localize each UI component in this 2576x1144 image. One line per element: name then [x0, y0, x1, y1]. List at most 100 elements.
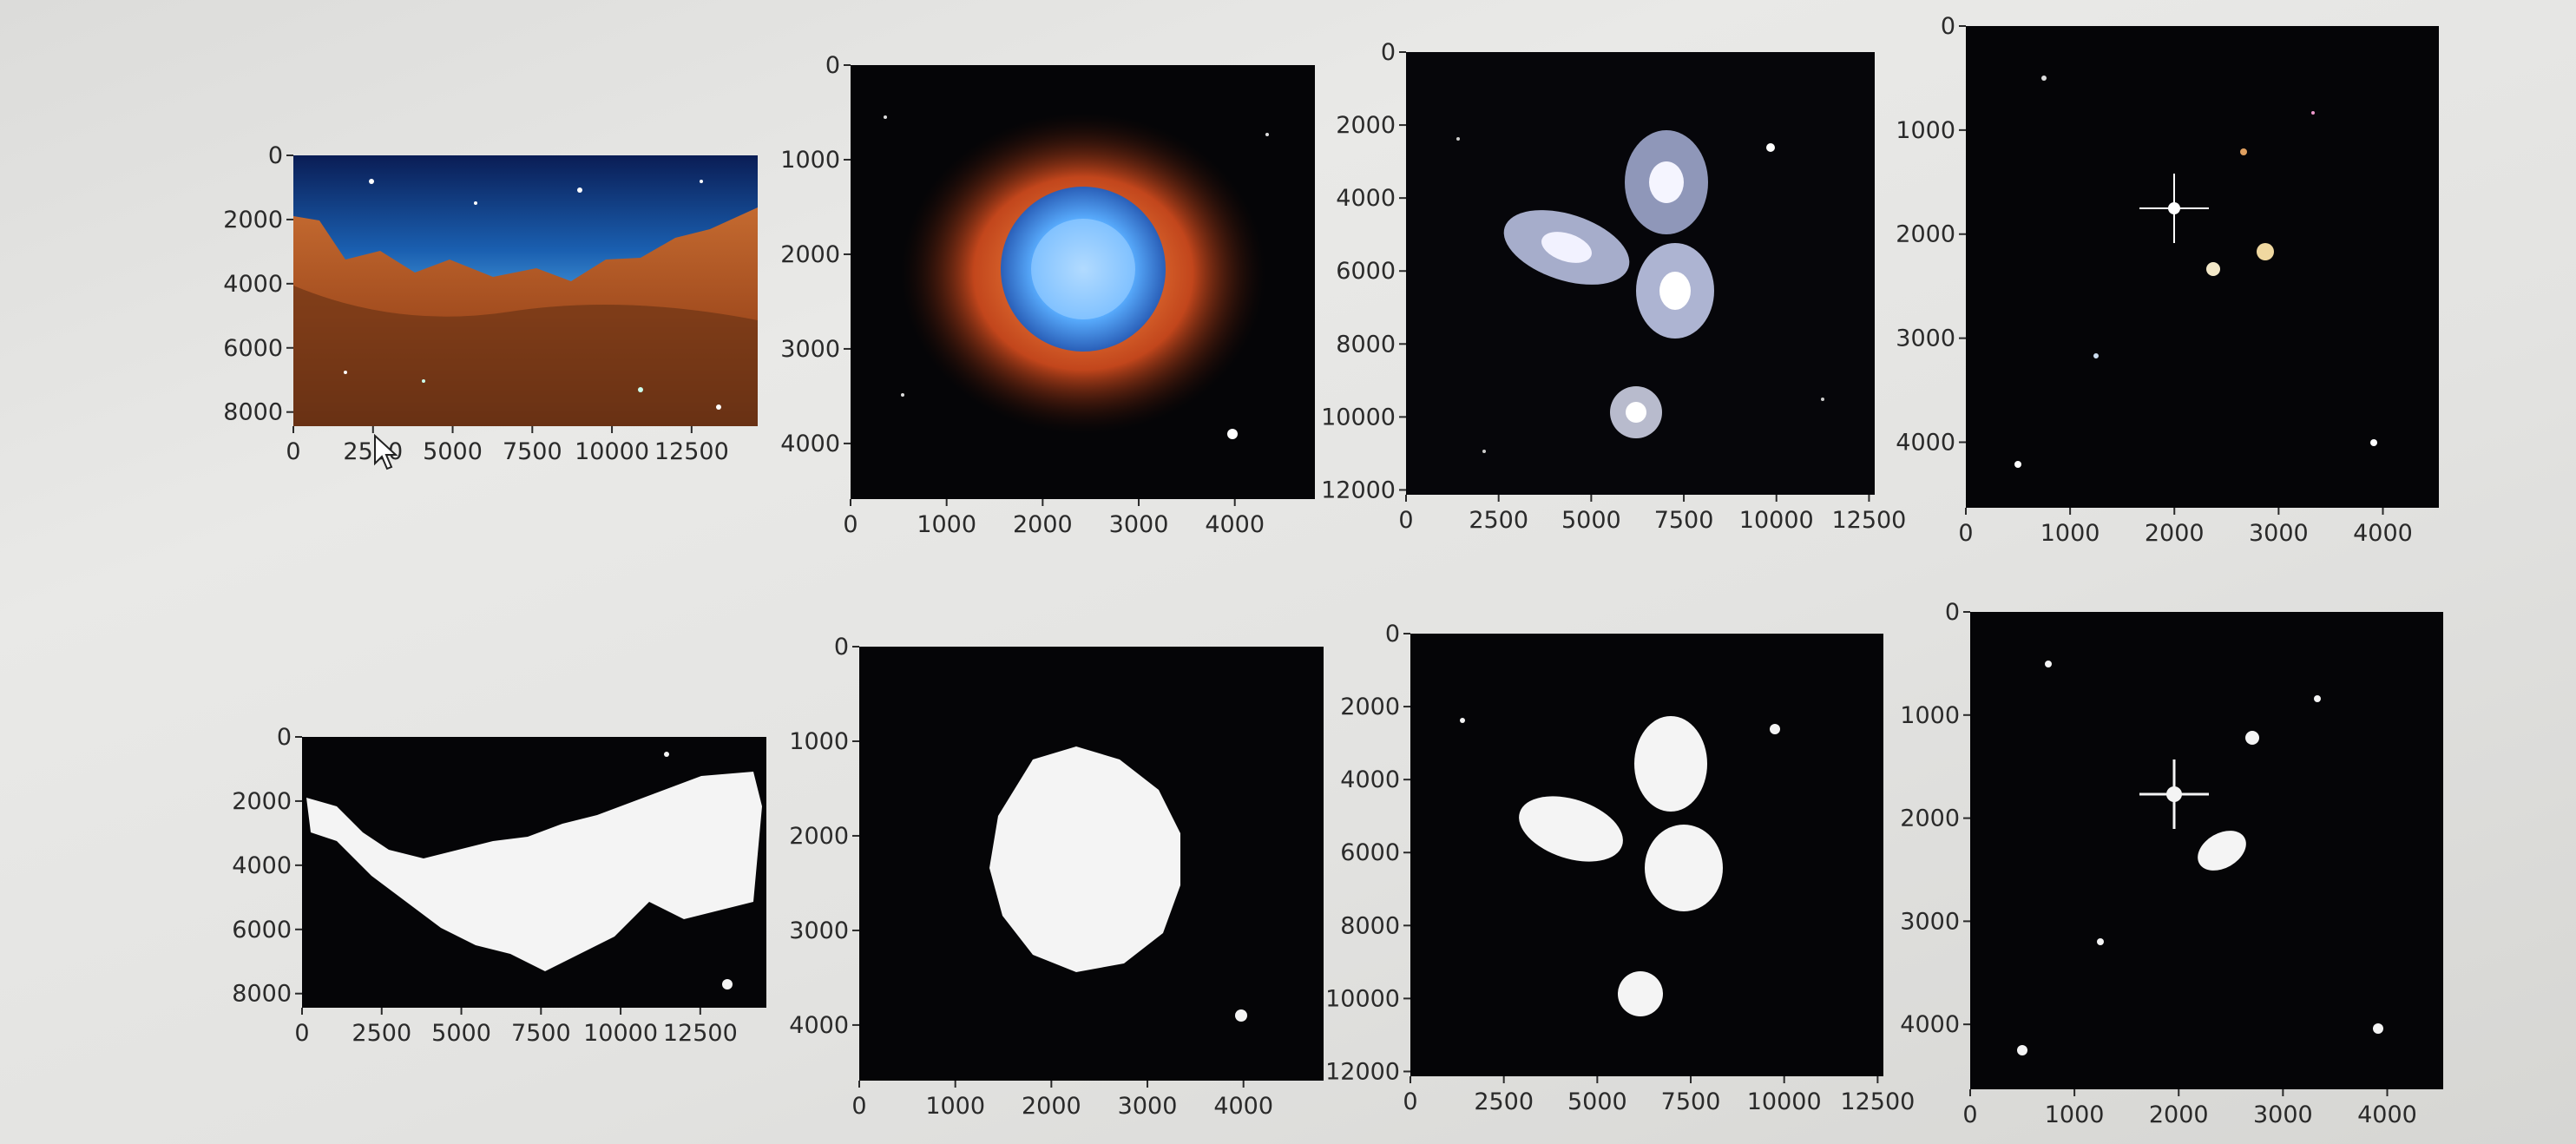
y-tick-label: 1000	[1896, 117, 1955, 144]
axes-color-galaxy-quintet: 0 2500 5000 7500 10000 12500 0 2000 4000 6000 8000…	[1321, 39, 1906, 534]
y-tick-label: 1000	[1900, 702, 1960, 729]
y-tick-label: 0	[1385, 621, 1400, 648]
x-tick-label: 7500	[511, 1020, 571, 1047]
y-tick-label: 3000	[780, 336, 840, 363]
panel-color-galaxy-quintet: 0 2500 5000 7500 10000 12500 0 2000 4000 6000 8000…	[1319, 39, 1909, 551]
y-tick-label: 4000	[1900, 1011, 1960, 1038]
x-tick-label: 7500	[1654, 507, 1714, 534]
x-tick-label: 3000	[1109, 511, 1169, 538]
y-tick-label: 0	[268, 142, 283, 169]
image-nebula-cliffs-color	[293, 155, 758, 426]
y-tick-label: 3000	[1900, 908, 1960, 935]
y-tick-label: 4000	[232, 852, 292, 879]
panel-color-deep-field: 0 1000 2000 3000 4000 0 1000 2000 3000 4000	[1875, 13, 2465, 551]
x-tick-label: 12500	[663, 1020, 738, 1047]
x-tick-label: 10000	[583, 1020, 658, 1047]
y-tick-label: 10000	[1325, 985, 1400, 1012]
x-tick-label: 3000	[2253, 1101, 2313, 1128]
x-tick-label: 12500	[654, 438, 729, 465]
x-tick-label: 2500	[1469, 507, 1528, 534]
x-tick-label: 12500	[1831, 507, 1906, 534]
panel-color-cliffs: 0 2500 5000 7500 10000 12500 0 2000 4000 6000 8000	[223, 142, 764, 473]
axes-color-deep-field: 0 1000 2000 3000 4000 0 1000 2000 3000 4000	[1896, 13, 2413, 547]
x-tick-label: 0	[294, 1020, 309, 1047]
y-tick-label: 2000	[780, 241, 840, 268]
x-tick-label: 12500	[1840, 1088, 1915, 1115]
mouse-pointer-icon	[374, 434, 398, 470]
y-tick-label: 4000	[1336, 185, 1396, 212]
axes-mask-cliffs: 0 2500 5000 7500 10000 12500 0 2000 4000 6000 8000	[232, 724, 738, 1047]
y-tick-label: 0	[825, 52, 840, 79]
axes-mask-deep-field: 0 1000 2000 3000 4000 0 1000 2000 3000 4000	[1900, 599, 2417, 1128]
x-tick-label: 0	[843, 511, 858, 538]
image-galaxy-quintet-binary-mask	[1410, 634, 1883, 1076]
x-tick-label: 4000	[2357, 1101, 2417, 1128]
x-tick-label: 0	[1958, 520, 1973, 547]
x-tick-label: 7500	[503, 438, 562, 465]
x-tick-label: 10000	[575, 438, 649, 465]
panel-mask-deep-field: 0 1000 2000 3000 4000 0 1000 2000 3000 4000	[1879, 599, 2469, 1133]
x-tick-label: 1000	[2045, 1101, 2105, 1128]
x-tick-label: 2000	[2149, 1101, 2209, 1128]
y-tick-label: 4000	[223, 271, 283, 298]
panel-mask-cliffs: 0 2500 5000 7500 10000 12500 0 2000 4000 6000 8000	[232, 724, 781, 1063]
y-tick-label: 8000	[1340, 912, 1400, 939]
x-tick-label: 1000	[2040, 520, 2100, 547]
x-tick-label: 5000	[1561, 507, 1621, 534]
y-tick-label: 0	[1945, 599, 1960, 626]
y-tick-label: 8000	[232, 981, 292, 1008]
x-tick-label: 4000	[2353, 520, 2413, 547]
x-tick-label: 3000	[2249, 520, 2309, 547]
image-ring-nebula-binary-mask	[859, 647, 1324, 1081]
y-tick-label: 4000	[1896, 429, 1955, 456]
x-tick-label: 0	[286, 438, 300, 465]
y-tick-label: 12000	[1325, 1058, 1400, 1085]
y-tick-label: 3000	[789, 917, 849, 944]
x-tick-label: 5000	[431, 1020, 491, 1047]
y-tick-label: 1000	[780, 147, 840, 174]
image-galaxy-quintet-color	[1406, 52, 1875, 495]
x-tick-label: 5000	[1567, 1088, 1627, 1115]
panel-mask-ring-nebula: 0 1000 2000 3000 4000 0 1000 2000 3000 4000	[789, 634, 1350, 1137]
x-tick-label: 4000	[1213, 1093, 1273, 1120]
y-tick-label: 12000	[1321, 477, 1396, 503]
panel-color-ring-nebula: 0 1000 2000 3000 4000 0 1000 2000 3000 4000	[780, 52, 1337, 556]
x-tick-label: 1000	[917, 511, 976, 538]
panel-mask-galaxy-quintet: 0 2500 5000 7500 10000 12500 0 2000 4000 6000 8000…	[1324, 621, 1922, 1137]
x-tick-label: 0	[1398, 507, 1413, 534]
x-tick-label: 2500	[1474, 1088, 1534, 1115]
y-tick-label: 6000	[223, 335, 283, 362]
x-tick-label: 0	[851, 1093, 866, 1120]
y-tick-label: 0	[1381, 39, 1396, 66]
x-tick-label: 2500	[352, 1020, 411, 1047]
y-tick-label: 8000	[1336, 331, 1396, 358]
y-tick-label: 6000	[1336, 258, 1396, 285]
x-tick-label: 10000	[1747, 1088, 1822, 1115]
y-tick-label: 3000	[1896, 325, 1955, 352]
y-tick-label: 10000	[1321, 404, 1396, 431]
image-nebula-cliffs-binary-mask	[302, 737, 766, 1008]
image-deep-field-color	[1966, 26, 2439, 508]
y-tick-label: 4000	[780, 431, 840, 457]
y-tick-label: 2000	[232, 788, 292, 815]
y-tick-label: 6000	[1340, 839, 1400, 866]
y-tick-label: 2000	[1340, 694, 1400, 720]
y-tick-label: 0	[277, 724, 292, 751]
x-tick-label: 0	[1962, 1101, 1977, 1128]
y-tick-label: 0	[834, 634, 849, 661]
x-tick-label: 0	[1403, 1088, 1417, 1115]
image-deep-field-binary-mask	[1970, 612, 2443, 1089]
image-ring-nebula-color	[851, 65, 1315, 499]
y-tick-label: 8000	[223, 399, 283, 426]
y-tick-label: 4000	[789, 1012, 849, 1039]
x-tick-label: 10000	[1739, 507, 1814, 534]
y-tick-label: 2000	[789, 823, 849, 850]
axes-mask-ring-nebula: 0 1000 2000 3000 4000 0 1000 2000 3000 4000	[789, 634, 1273, 1120]
axes-mask-galaxy-quintet: 0 2500 5000 7500 10000 12500 0 2000 4000 6000 8000…	[1325, 621, 1915, 1115]
x-tick-label: 4000	[1205, 511, 1265, 538]
y-tick-label: 2000	[1336, 112, 1396, 139]
y-tick-label: 2000	[1896, 221, 1955, 248]
axes-color-ring-nebula: 0 1000 2000 3000 4000 0 1000 2000 3000 4000	[780, 52, 1265, 538]
x-tick-label: 2000	[1013, 511, 1073, 538]
